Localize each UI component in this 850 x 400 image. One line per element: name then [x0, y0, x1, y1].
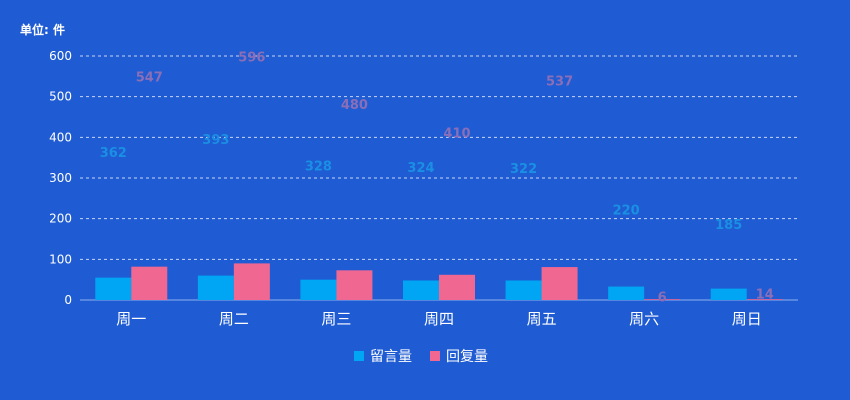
- x-tick-label: 周二: [219, 310, 249, 328]
- y-tick-label: 500: [49, 90, 72, 104]
- bar-replies[interactable]: [233, 263, 270, 300]
- data-label: 14: [756, 287, 774, 302]
- bar-replies[interactable]: [644, 299, 681, 300]
- legend-item[interactable]: 回复量: [430, 348, 488, 365]
- data-label: 328: [305, 160, 332, 175]
- unit-label: 单位: 件: [20, 22, 65, 37]
- x-tick-label: 周一: [116, 310, 146, 328]
- legend-swatch: [430, 351, 440, 361]
- data-label: 393: [202, 133, 229, 148]
- bars: [95, 263, 783, 300]
- data-labels: 362 547 393 596 328 480 324 410 322 537 220 6 185 14: [100, 51, 774, 306]
- bar-messages[interactable]: [505, 280, 542, 300]
- bar-messages[interactable]: [300, 279, 337, 300]
- data-label: 410: [443, 126, 470, 141]
- x-tick-label: 周四: [424, 310, 454, 328]
- bar-replies[interactable]: [541, 267, 578, 300]
- y-tick-label: 300: [49, 171, 72, 185]
- data-label: 6: [658, 291, 667, 306]
- data-label: 324: [407, 161, 434, 176]
- y-tick-label: 200: [49, 212, 72, 226]
- data-label: 220: [613, 204, 640, 219]
- bar-messages[interactable]: [95, 277, 132, 300]
- data-label: 547: [136, 71, 163, 86]
- y-tick-label: 0: [64, 293, 72, 307]
- data-label: 362: [100, 146, 127, 161]
- bar-messages[interactable]: [608, 286, 645, 300]
- bar-messages[interactable]: [197, 275, 234, 300]
- x-tick-label: 周六: [629, 310, 659, 328]
- y-axis: 0 100 200 300 400 500 600: [49, 49, 72, 307]
- legend-label: 留言量: [370, 349, 412, 365]
- x-tick-label: 周五: [527, 310, 557, 328]
- y-tick-label: 400: [49, 130, 72, 144]
- data-label: 322: [510, 162, 537, 177]
- bar-replies[interactable]: [746, 299, 783, 300]
- legend-item[interactable]: 留言量: [354, 349, 412, 365]
- x-tick-label: 周三: [321, 310, 351, 328]
- bar-replies[interactable]: [439, 274, 475, 300]
- legend-swatch: [354, 351, 364, 361]
- legend[interactable]: 留言量 回复量: [354, 348, 488, 365]
- bar-messages[interactable]: [403, 280, 439, 300]
- x-tick-label: 周日: [732, 310, 762, 328]
- bar-replies[interactable]: [131, 266, 168, 300]
- grid-lines: [80, 55, 798, 260]
- legend-label: 回复量: [446, 348, 488, 365]
- data-label: 185: [715, 218, 742, 233]
- y-tick-label: 100: [49, 252, 72, 266]
- x-axis: 周一 周二 周三 周四 周五 周六 周日: [116, 310, 761, 328]
- data-label: 537: [546, 75, 573, 90]
- bar-replies[interactable]: [336, 270, 373, 300]
- data-label: 596: [238, 51, 265, 66]
- y-tick-label: 600: [49, 49, 72, 63]
- data-label: 480: [341, 98, 368, 113]
- bar-messages[interactable]: [710, 288, 747, 300]
